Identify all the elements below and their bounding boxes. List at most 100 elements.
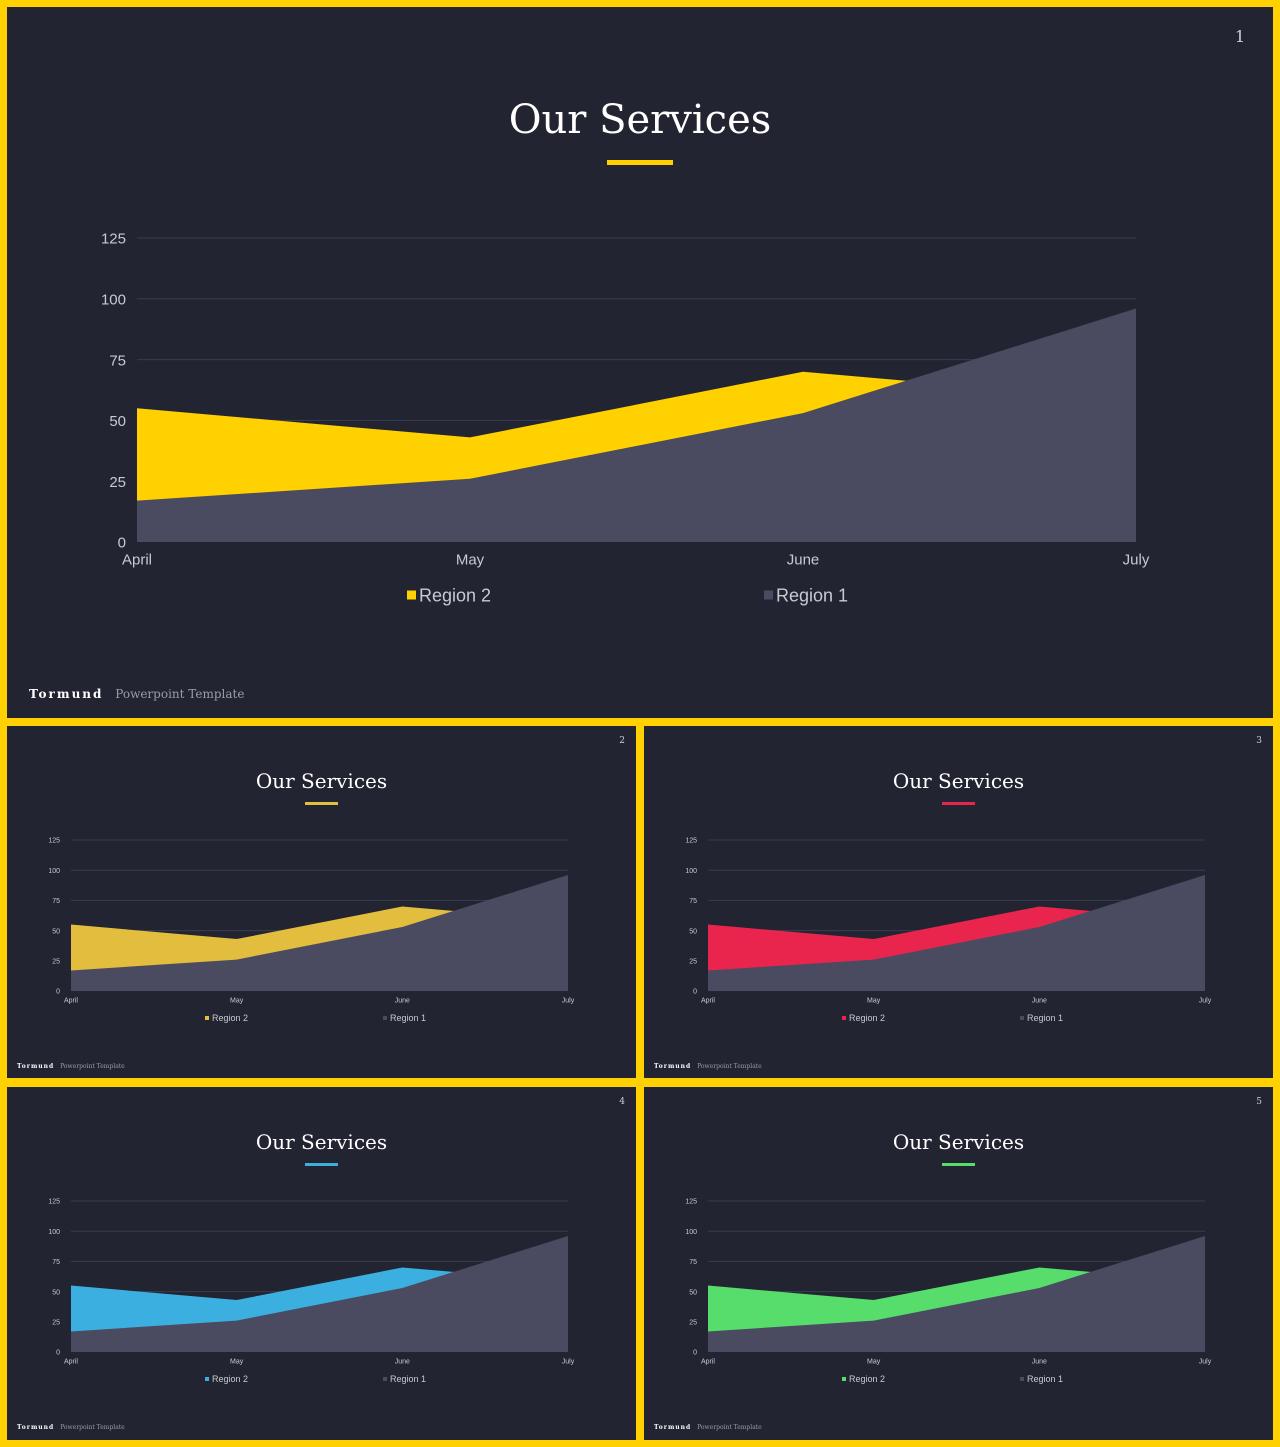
y-tick-label: 0 xyxy=(56,989,60,996)
page-number: 4 xyxy=(619,1097,625,1107)
footer: Tormund Powerpoint Template xyxy=(654,1424,762,1431)
x-category-label: May xyxy=(230,997,244,1004)
x-category-label: May xyxy=(867,1358,881,1365)
slide-3: 3 Our Services 0 25 50 75 100 125 April May June… xyxy=(644,726,1273,1078)
y-tick-label: 75 xyxy=(689,898,697,905)
page-number: 3 xyxy=(1256,736,1262,746)
area-chart: 0 25 50 75 100 125 April May June July Region 2 Reg… xyxy=(101,231,1150,606)
title-underline xyxy=(305,1163,338,1166)
y-tick-label: 25 xyxy=(52,958,60,965)
y-tick-label: 25 xyxy=(689,1319,697,1326)
title-underline xyxy=(942,802,975,805)
y-tick-label: 100 xyxy=(685,1229,697,1236)
footer: Tormund Powerpoint Template xyxy=(17,1063,125,1070)
legend-swatch xyxy=(1020,1016,1024,1020)
y-tick-label: 100 xyxy=(685,868,697,875)
x-category-label: June xyxy=(1032,997,1047,1004)
slide-title: Our Services xyxy=(255,1130,388,1154)
y-tick-label: 50 xyxy=(689,928,697,935)
slide-4: 4 Our Services 0 25 50 75 100 125 April May June… xyxy=(7,1087,636,1440)
footer-brand: Tormund xyxy=(17,1424,55,1431)
legend-swatch xyxy=(842,1377,846,1381)
footer-brand: Tormund xyxy=(17,1063,55,1070)
y-tick-label: 125 xyxy=(48,838,60,845)
footer: Tormund Powerpoint Template xyxy=(17,1424,125,1431)
y-tick-label: 100 xyxy=(48,868,60,875)
footer-tagline: Powerpoint Template xyxy=(60,1063,125,1070)
legend-label: Region 1 xyxy=(390,1013,426,1023)
y-tick-label: 125 xyxy=(685,838,697,845)
y-tick-label: 125 xyxy=(685,1199,697,1206)
x-category-label: July xyxy=(562,997,575,1004)
footer-tagline: Powerpoint Template xyxy=(697,1424,762,1431)
slide-title: Our Services xyxy=(892,1130,1025,1154)
area-chart: 0 25 50 75 100 125 April May June July Region 2 Reg… xyxy=(48,1199,574,1385)
x-category-label: June xyxy=(395,997,410,1004)
title-underline xyxy=(305,802,338,805)
legend-label: Region 1 xyxy=(776,585,848,605)
x-category-label: June xyxy=(787,551,820,568)
legend-label: Region 1 xyxy=(390,1374,426,1384)
y-tick-label: 0 xyxy=(693,1350,697,1357)
legend-label: Region 2 xyxy=(849,1374,885,1384)
legend-label: Region 1 xyxy=(1027,1013,1063,1023)
area-region-1 xyxy=(71,875,568,991)
x-category-label: June xyxy=(1032,1358,1047,1365)
area-region-1 xyxy=(137,308,1136,542)
area-region-1 xyxy=(708,875,1205,991)
title-underline xyxy=(607,160,673,165)
x-category-label: April xyxy=(64,1358,78,1365)
legend-label: Region 2 xyxy=(849,1013,885,1023)
y-tick-label: 0 xyxy=(693,989,697,996)
legend-swatch xyxy=(764,590,773,600)
area-region-1 xyxy=(708,1236,1205,1352)
x-category-label: July xyxy=(1199,1358,1212,1365)
area-region-1 xyxy=(71,1236,568,1352)
slide-1: 1 Our Services 0 25 50 75 100 125 April May June… xyxy=(7,7,1273,718)
x-category-label: July xyxy=(1123,551,1150,568)
y-tick-label: 25 xyxy=(109,474,126,491)
x-category-label: April xyxy=(701,1358,715,1365)
legend-swatch xyxy=(205,1016,209,1020)
slide-2: 2 Our Services 0 25 50 75 100 125 April May June… xyxy=(7,726,636,1078)
y-tick-label: 125 xyxy=(48,1199,60,1206)
legend-label: Region 2 xyxy=(212,1013,248,1023)
x-category-label: May xyxy=(230,1358,244,1365)
slide-title: Our Services xyxy=(892,769,1025,793)
legend-swatch xyxy=(1020,1377,1024,1381)
x-category-label: May xyxy=(456,551,485,568)
legend-label: Region 2 xyxy=(212,1374,248,1384)
legend-label: Region 2 xyxy=(419,585,491,605)
y-tick-label: 50 xyxy=(52,1289,60,1296)
legend-swatch xyxy=(205,1377,209,1381)
footer-brand: Tormund xyxy=(29,687,104,701)
area-chart: 0 25 50 75 100 125 April May June July Region 2 Reg… xyxy=(685,838,1211,1024)
y-tick-label: 50 xyxy=(52,928,60,935)
x-category-label: May xyxy=(867,997,881,1004)
y-tick-label: 75 xyxy=(109,352,126,369)
page-number: 5 xyxy=(1256,1097,1262,1107)
footer-brand: Tormund xyxy=(654,1424,692,1431)
x-category-label: April xyxy=(122,551,152,568)
x-category-label: April xyxy=(701,997,715,1004)
slide-title: Our Services xyxy=(508,97,772,143)
footer-tagline: Powerpoint Template xyxy=(60,1424,125,1431)
legend-swatch xyxy=(407,590,416,600)
footer-brand: Tormund xyxy=(654,1063,692,1070)
page-number: 1 xyxy=(1234,27,1245,46)
footer-tagline: Powerpoint Template xyxy=(115,687,245,701)
y-tick-label: 25 xyxy=(52,1319,60,1326)
y-tick-label: 50 xyxy=(689,1289,697,1296)
title-underline xyxy=(942,1163,975,1166)
y-tick-label: 75 xyxy=(52,898,60,905)
footer-tagline: Powerpoint Template xyxy=(697,1063,762,1070)
legend-swatch xyxy=(842,1016,846,1020)
y-tick-label: 125 xyxy=(101,231,126,248)
footer: Tormund Powerpoint Template xyxy=(29,687,244,701)
y-tick-label: 0 xyxy=(56,1350,60,1357)
y-tick-label: 75 xyxy=(52,1259,60,1266)
y-tick-label: 0 xyxy=(118,535,126,552)
area-chart: 0 25 50 75 100 125 April May June July Region 2 Reg… xyxy=(48,838,575,1024)
footer: Tormund Powerpoint Template xyxy=(654,1063,762,1070)
page-number: 2 xyxy=(619,736,625,746)
